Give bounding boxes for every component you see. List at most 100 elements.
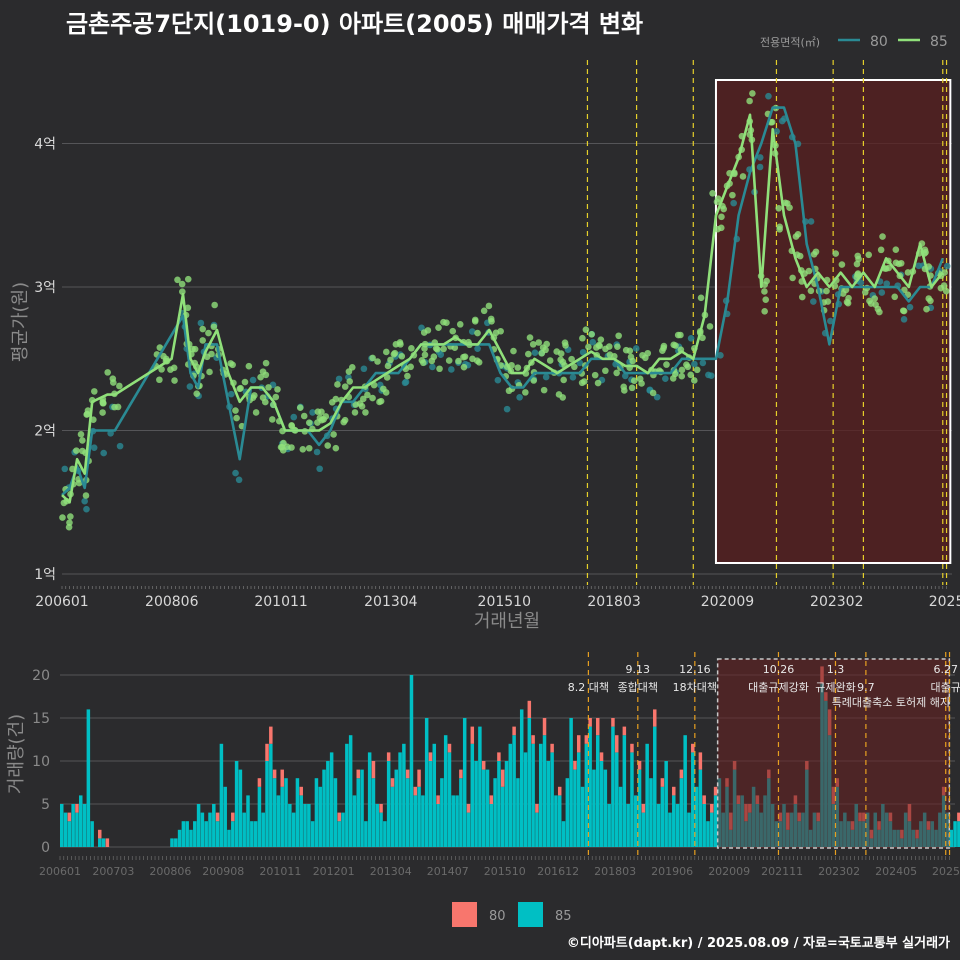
data-point (316, 465, 323, 473)
bar-85 (367, 752, 372, 847)
legend-swatch-85 (518, 902, 543, 927)
data-point (714, 225, 721, 233)
data-point (510, 347, 517, 355)
data-point (75, 479, 83, 487)
bar-85 (200, 812, 205, 847)
y-axis-title: 평균가(원) (10, 282, 31, 362)
data-point (798, 293, 806, 301)
data-point (156, 344, 164, 351)
policy-label-extra: 특례대출축소 토허제 해지 (832, 695, 950, 709)
bar-85 (345, 743, 349, 847)
data-point (259, 394, 267, 402)
data-point (684, 363, 692, 371)
data-point (602, 367, 609, 375)
x-tick-label: 202302 (810, 594, 863, 610)
bar-85 (234, 761, 239, 847)
bar-85 (386, 761, 391, 847)
bar-85 (253, 821, 258, 847)
data-point (65, 523, 73, 531)
bar-85 (542, 735, 547, 847)
data-point (328, 398, 336, 406)
bar-85 (687, 812, 691, 847)
bar-85 (90, 821, 94, 847)
data-point (305, 444, 313, 452)
bar-85 (356, 778, 360, 847)
data-point (516, 393, 523, 401)
data-point (374, 358, 381, 365)
data-point (235, 476, 243, 484)
bar-80 (713, 786, 718, 796)
data-point (360, 365, 368, 373)
data-point (892, 259, 900, 267)
bar-80 (698, 752, 703, 770)
bar-85 (98, 838, 102, 847)
data-point (83, 505, 90, 513)
bar-80 (215, 812, 220, 822)
bar-85 (223, 786, 227, 847)
data-point (186, 383, 194, 390)
data-point (471, 316, 479, 324)
data-point (589, 338, 597, 346)
bar-85 (607, 804, 611, 847)
data-point (614, 343, 621, 351)
bar-85 (668, 812, 672, 847)
data-point (543, 340, 550, 348)
bar-85 (333, 778, 338, 847)
bar-80 (489, 795, 494, 804)
bar-85 (299, 795, 303, 847)
bar-85 (588, 726, 592, 847)
data-point (229, 361, 236, 369)
x-tick-label: 201612 (537, 865, 579, 878)
bar-85 (204, 821, 208, 847)
bar-80 (257, 778, 262, 787)
data-point (364, 391, 371, 399)
bar-85 (215, 821, 220, 847)
data-point (630, 377, 638, 385)
data-point (810, 298, 817, 305)
bar-80 (98, 829, 102, 839)
data-point (104, 369, 111, 376)
bar-85 (326, 761, 330, 847)
bar-80 (599, 752, 604, 761)
data-point (691, 360, 698, 368)
bar-80 (641, 804, 646, 813)
data-point (632, 345, 640, 352)
data-point (857, 279, 865, 287)
policy-label-name: 규제완화 (815, 681, 855, 694)
data-point (900, 316, 908, 323)
bar-80 (75, 804, 79, 813)
data-point (729, 191, 736, 199)
bar-85 (660, 786, 665, 847)
data-point (418, 357, 426, 364)
data-point (861, 289, 869, 296)
bar-85 (417, 786, 421, 847)
data-point (351, 409, 359, 416)
bar-85 (402, 743, 406, 847)
data-point (789, 274, 796, 282)
data-point (391, 349, 399, 357)
bar-80 (660, 778, 665, 787)
bar-85 (474, 761, 478, 847)
bar-85 (67, 821, 72, 847)
bar-80 (390, 778, 395, 787)
bar-80 (466, 804, 471, 813)
data-point (299, 446, 307, 453)
data-point (90, 444, 98, 451)
data-point (613, 369, 620, 377)
bar-85 (185, 821, 189, 847)
source-footer: ©디아파트(dapt.kr) / 2025.08.09 / 자료=국토교통부 실… (566, 936, 950, 951)
data-point (60, 499, 68, 507)
data-point (649, 389, 657, 397)
bar-80 (269, 726, 273, 744)
bar-85 (314, 778, 319, 847)
data-point (605, 343, 613, 350)
data-point (346, 378, 354, 385)
data-point (116, 382, 123, 390)
data-point (906, 303, 914, 311)
data-point (503, 405, 511, 413)
data-point (866, 297, 873, 305)
bar-85 (307, 804, 311, 847)
bar-85 (409, 675, 414, 847)
bar-85 (706, 821, 710, 847)
bar-80 (550, 743, 554, 753)
